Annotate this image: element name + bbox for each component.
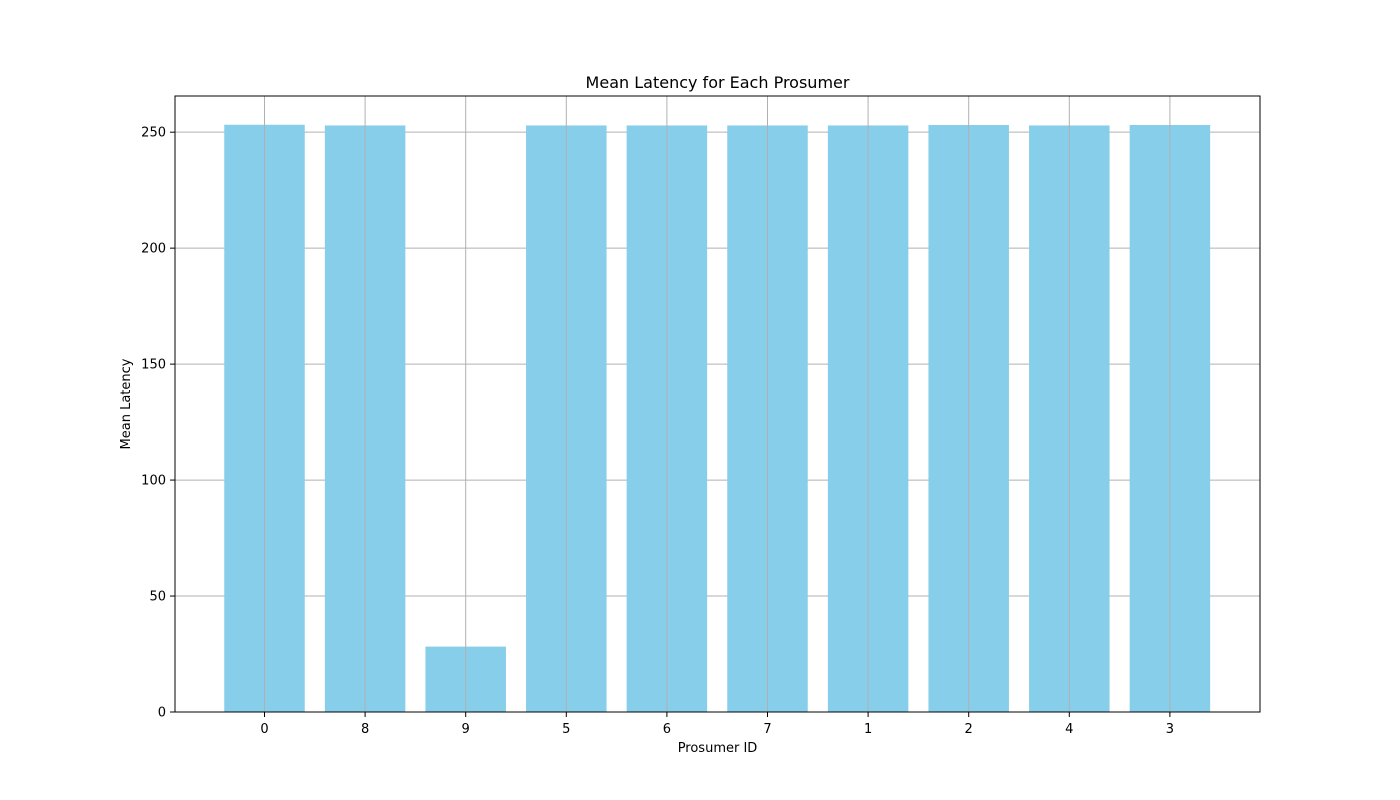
chart-title: Mean Latency for Each Prosumer (586, 73, 850, 92)
x-axis-ticks: 0 8 9 5 6 7 1 2 4 3 (260, 712, 1174, 737)
y-tick-label: 200 (141, 242, 166, 257)
x-tick-label: 9 (462, 722, 470, 737)
y-tick-label: 0 (158, 706, 166, 721)
y-tick-label: 150 (141, 358, 166, 373)
x-axis-title: Prosumer ID (678, 741, 758, 756)
y-axis-ticks: 0 50 100 150 200 250 (141, 126, 175, 721)
vertical-grid-lines (264, 96, 1171, 712)
x-tick-label: 0 (260, 722, 268, 737)
x-tick-label: 5 (562, 722, 570, 737)
bars (224, 124, 1211, 712)
x-tick-label: 8 (361, 722, 369, 737)
x-tick-label: 1 (864, 722, 872, 737)
plot-frame (174, 95, 1261, 713)
y-tick-label: 50 (149, 590, 166, 605)
x-tick-label: 4 (1065, 722, 1073, 737)
x-tick-label: 6 (663, 722, 671, 737)
x-tick-label: 7 (763, 722, 771, 737)
x-tick-label: 2 (965, 722, 973, 737)
x-tick-label: 3 (1166, 722, 1174, 737)
y-tick-label: 250 (141, 126, 166, 141)
y-axis-title: Mean Latency (119, 358, 134, 449)
y-tick-label: 100 (141, 474, 166, 489)
